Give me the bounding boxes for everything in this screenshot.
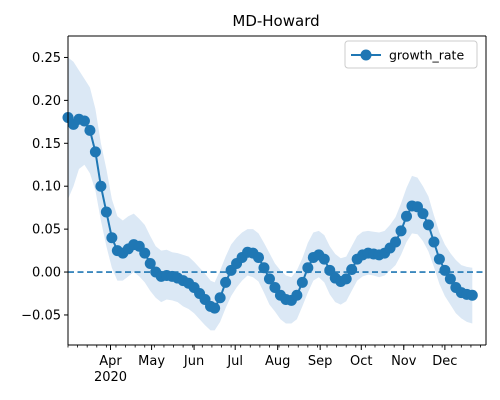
data-point: [144, 257, 156, 269]
data-point: [324, 264, 336, 276]
y-tick-label: 0.00: [32, 266, 61, 281]
y-tick-label: 0.05: [32, 223, 61, 238]
y-tick-label: 0.15: [32, 137, 61, 152]
data-point: [100, 206, 112, 218]
x-tick-label: May: [138, 354, 165, 369]
data-point: [220, 276, 232, 288]
x-tick-label: Aug: [265, 354, 290, 369]
data-point: [139, 247, 151, 259]
y-tick-label: 0.20: [32, 94, 61, 109]
data-point: [318, 253, 330, 265]
x-tick-sublabel: 2020: [94, 370, 127, 385]
confidence-band: [68, 57, 473, 331]
data-point: [84, 124, 96, 136]
data-point: [106, 232, 118, 244]
data-point: [302, 262, 314, 274]
chart-title: MD-Howard: [232, 12, 319, 30]
data-point: [296, 276, 308, 288]
data-point: [439, 264, 451, 276]
x-tick-label: Nov: [391, 354, 417, 369]
data-point: [428, 236, 440, 248]
data-point: [444, 273, 456, 285]
data-point: [466, 289, 478, 301]
data-point: [401, 210, 413, 222]
data-point: [263, 273, 275, 285]
data-point: [258, 262, 270, 274]
data-point: [253, 251, 264, 263]
data-point: [417, 208, 429, 220]
x-tick-label: Apr: [99, 354, 122, 369]
x-tick-label: Sep: [308, 354, 333, 369]
data-point: [433, 253, 445, 265]
y-tick-label: 0.25: [32, 51, 61, 66]
data-point: [214, 292, 226, 304]
data-point: [390, 236, 402, 248]
data-point: [422, 219, 434, 231]
data-point: [89, 146, 101, 158]
data-point: [269, 281, 281, 293]
data-point: [346, 263, 358, 275]
x-tick-label: Oct: [350, 354, 372, 369]
x-tick-label: Jul: [226, 354, 243, 369]
y-tick-label: −0.05: [21, 308, 61, 323]
data-point: [209, 302, 221, 314]
data-point: [340, 273, 352, 285]
data-point: [395, 225, 407, 237]
data-point: [95, 180, 107, 192]
confidence-band-layer: [68, 57, 473, 331]
data-point: [78, 115, 90, 127]
data-point: [291, 289, 303, 301]
legend-box: [344, 40, 478, 69]
x-tick-label: Jun: [183, 354, 204, 369]
series-points-layer: [62, 112, 478, 314]
legend-marker-swatch: [360, 49, 372, 61]
x-tick-label: Dec: [432, 354, 457, 369]
legend: growth_rate: [344, 40, 478, 69]
legend-entry-label: growth_rate: [389, 48, 464, 63]
y-tick-label: 0.10: [32, 180, 61, 195]
